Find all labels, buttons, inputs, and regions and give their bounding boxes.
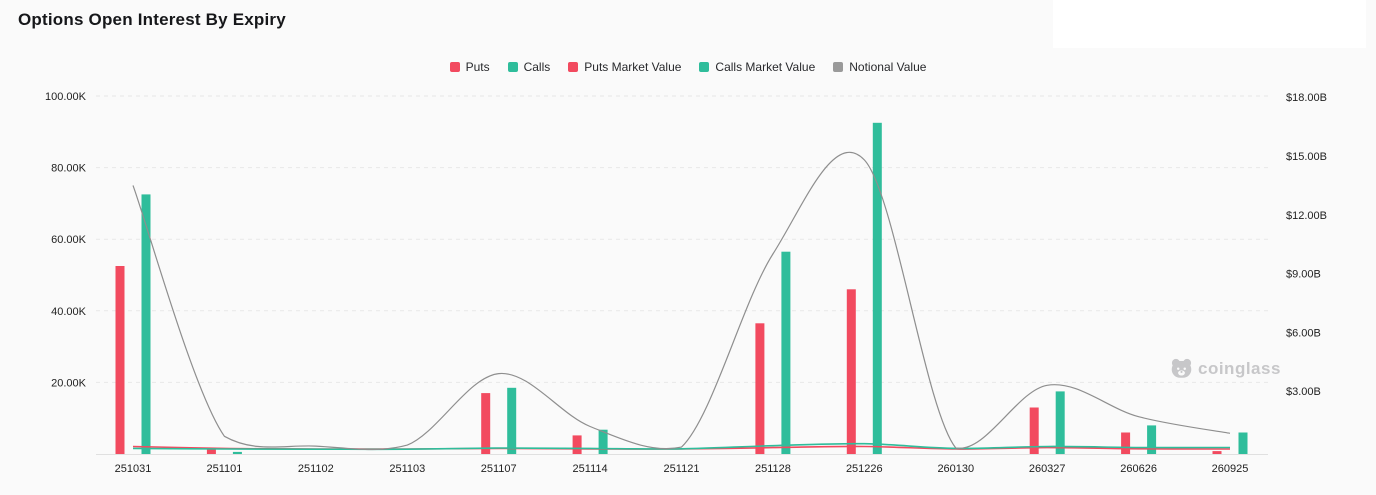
calls-bar[interactable] (507, 387, 517, 454)
legend-label: Puts Market Value (584, 60, 682, 74)
legend-label: Notional Value (849, 60, 927, 74)
puts-bar[interactable] (846, 289, 856, 454)
left-axis-tick-label: 20.00K (51, 377, 87, 389)
page-title: Options Open Interest By Expiry (18, 10, 286, 29)
calls-bar[interactable] (872, 122, 882, 455)
x-axis-label: 251121 (664, 463, 700, 475)
puts-bar[interactable] (755, 323, 765, 454)
legend-swatch (699, 62, 710, 72)
x-axis-label: 260130 (937, 463, 974, 475)
legend-item-notional-value[interactable]: Notional Value (833, 60, 926, 74)
right-axis-tick-label: $12.00B (1286, 210, 1327, 222)
notional-value-line[interactable] (132, 151, 1231, 451)
right-axis-tick-label: $15.00B (1286, 151, 1327, 163)
legend-swatch (833, 62, 844, 72)
x-axis-label: 251102 (298, 463, 334, 475)
legend-label: Calls Market Value (715, 60, 816, 74)
x-axis-label: 251103 (389, 463, 425, 475)
right-axis-tick-label: $18.00B (1286, 92, 1327, 104)
legend-swatch (449, 62, 460, 72)
calls-market-value-line[interactable] (132, 442, 1231, 451)
left-axis-tick-label: 60.00K (51, 234, 87, 246)
x-axis-label: 251101 (206, 463, 242, 475)
coinglass-watermark: coinglass (1170, 357, 1281, 380)
legend-swatch (568, 62, 579, 72)
x-axis-label: 260925 (1212, 463, 1249, 475)
legend-item-calls-market-value[interactable]: Calls Market Value (699, 60, 815, 74)
calls-bar[interactable] (1055, 391, 1065, 454)
legend-label: Puts (465, 60, 490, 74)
left-axis-tick-label: 80.00K (51, 163, 87, 175)
x-axis-label: 251107 (481, 463, 517, 475)
calls-bar[interactable] (781, 251, 791, 454)
legend-label: Calls (523, 60, 551, 74)
top-right-panel (1053, 0, 1366, 48)
puts-bar[interactable] (206, 447, 216, 454)
puts-bar[interactable] (1029, 407, 1039, 455)
puts-bar[interactable] (1212, 451, 1222, 454)
left-axis-tick-label: 40.00K (51, 306, 87, 318)
x-axis-label: 251226 (846, 463, 883, 475)
left-axis-tick-label: 100.00K (45, 91, 87, 103)
puts-bar[interactable] (481, 393, 491, 454)
coinglass-bear-icon (1171, 358, 1192, 378)
x-axis-label: 251114 (573, 463, 608, 475)
puts-bar[interactable] (115, 266, 125, 454)
x-axis-label: 260626 (1120, 463, 1157, 475)
calls-bar[interactable] (1238, 432, 1248, 455)
right-axis-tick-label: $6.00B (1286, 327, 1321, 339)
x-axis-label: 251031 (115, 463, 152, 475)
puts-bar[interactable] (572, 435, 582, 454)
right-axis-tick-label: $9.00B (1286, 269, 1321, 281)
coinglass-wordmark: coinglass (1198, 358, 1281, 378)
legend-swatch (507, 62, 518, 72)
legend-item-calls[interactable]: Calls (507, 60, 551, 74)
x-axis-label: 260327 (1029, 463, 1066, 475)
right-axis-tick-label: $3.00B (1286, 386, 1321, 398)
x-axis-label: 251128 (755, 463, 791, 475)
legend-item-puts-market-value[interactable]: Puts Market Value (568, 60, 681, 74)
legend-item-puts[interactable]: Puts (449, 60, 490, 74)
calls-bar[interactable] (1147, 425, 1157, 454)
puts-bar[interactable] (1121, 432, 1131, 455)
calls-bar[interactable] (141, 194, 151, 454)
calls-bar[interactable] (598, 429, 608, 454)
chart-legend: Puts Calls Puts Market Value Calls Market V… (0, 60, 1376, 74)
calls-bar[interactable] (232, 451, 242, 454)
